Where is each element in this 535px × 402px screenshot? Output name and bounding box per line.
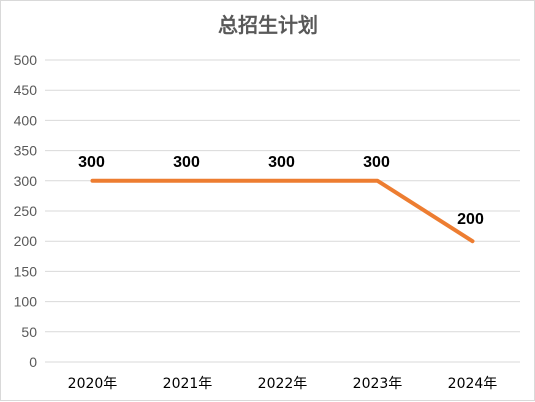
y-tick-label: 450	[14, 82, 38, 98]
series-line	[90, 178, 475, 244]
gridlines	[45, 59, 520, 363]
y-tick-label: 150	[14, 263, 38, 279]
data-label: 300	[173, 154, 200, 171]
x-axis-ticks: 2020年 2021年 2022年 2023年 2024年	[68, 376, 498, 392]
y-tick-label: 50	[21, 324, 37, 340]
y-tick-label: 500	[14, 52, 38, 68]
chart-title: 总招生计划	[218, 13, 318, 37]
y-tick-label: 0	[29, 354, 37, 370]
series-group	[90, 178, 475, 244]
data-label: 200	[457, 211, 484, 228]
data-label: 300	[78, 154, 105, 171]
data-label: 300	[363, 154, 390, 171]
x-tick-label: 2020年	[68, 376, 118, 392]
y-tick-label: 200	[14, 233, 38, 249]
data-labels: 300 300 300 300 200	[78, 154, 484, 228]
y-tick-label: 300	[14, 173, 38, 189]
y-tick-label: 350	[14, 143, 38, 159]
y-tick-label: 250	[14, 203, 38, 219]
x-tick-label: 2024年	[448, 376, 498, 392]
x-tick-label: 2023年	[353, 376, 403, 392]
x-tick-label: 2021年	[163, 376, 213, 392]
y-tick-label: 100	[14, 294, 38, 310]
data-label: 300	[268, 154, 295, 171]
x-tick-label: 2022年	[258, 376, 308, 392]
y-axis-ticks: 0 50 100 150 200 250 300 350 400 450 500	[14, 52, 38, 370]
y-tick-label: 400	[14, 112, 38, 128]
